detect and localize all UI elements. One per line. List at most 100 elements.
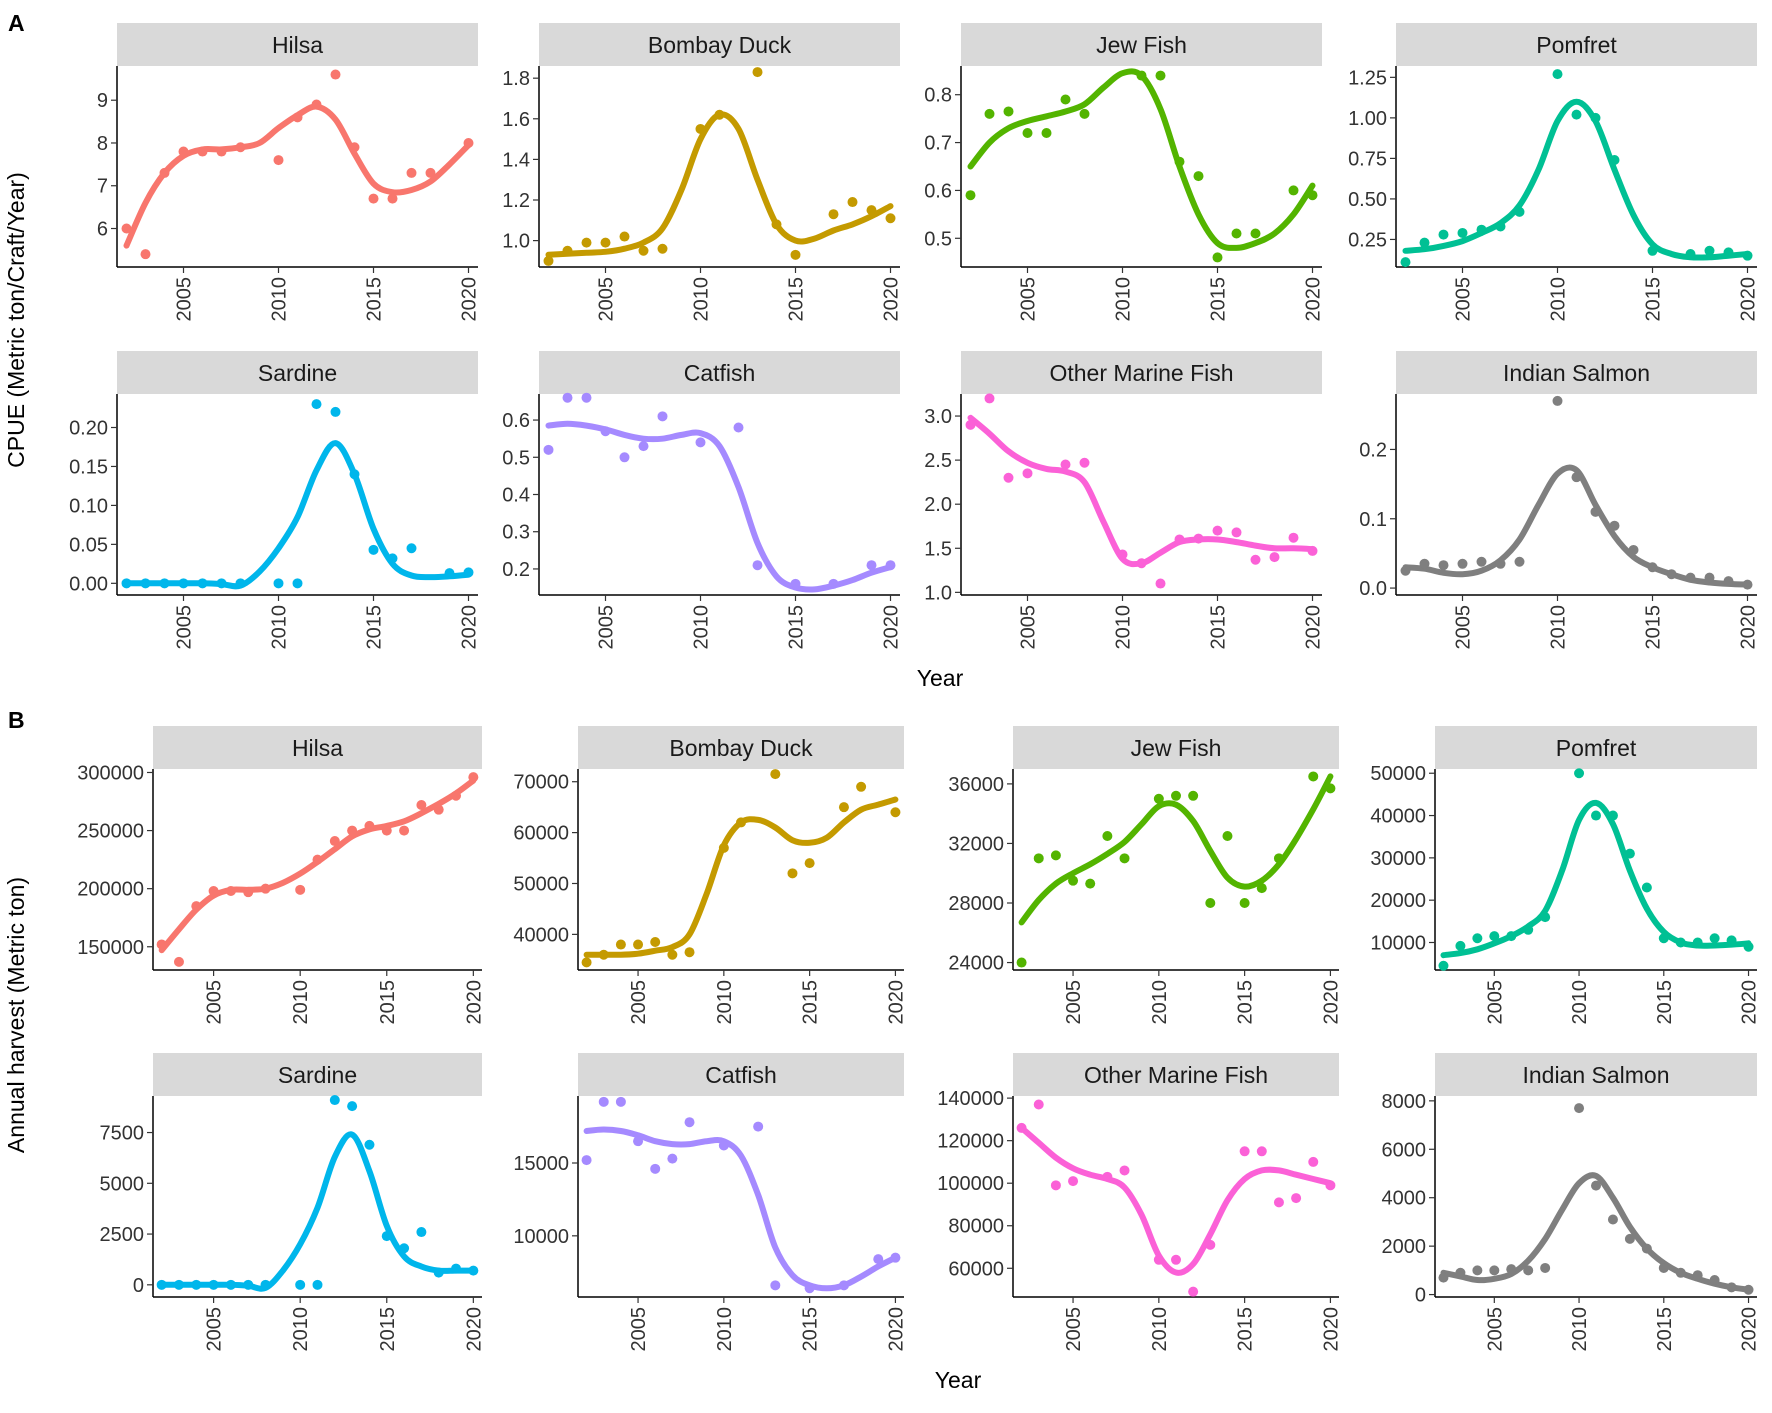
panel-b-jew-fish-data-point — [1273, 853, 1284, 864]
panel-a-jew-fish-data-point — [1231, 228, 1242, 239]
panel-b-bombay-duck-strip — [578, 726, 904, 769]
panel-b-hilsa-x-tick-label: 2015 — [377, 980, 399, 1025]
panel-b-sardine-x-tick-label: 2010 — [290, 1307, 312, 1352]
panel-a-jew-fish-data-point — [1174, 156, 1185, 167]
panel-a-bombay-duck-data-point — [695, 123, 706, 134]
panel-b-other-marine-fish-data-point — [1119, 1165, 1130, 1176]
panel-b-jew-fish-x-tick-label: 2020 — [1320, 980, 1342, 1025]
panel-b-sardine-data-point — [208, 1279, 219, 1290]
panel-b-pomfret-facet: Pomfret 10000 20000 30000 40000 50000 2005 2010… — [1370, 726, 1761, 1025]
panel-b-hilsa-y-tick-label: 300000 — [77, 762, 144, 784]
panel-b-pomfret-data-point — [1455, 940, 1466, 951]
panel-b-sardine-trend-line — [158, 1131, 477, 1292]
panel-b-indian-salmon-x-tick-label: 2015 — [1654, 1307, 1676, 1352]
panel-b-sardine-data-point — [433, 1267, 444, 1278]
panel-b-sardine-y-tick-label: 2500 — [100, 1224, 145, 1246]
panel-b-catfish-strip — [578, 1053, 904, 1096]
panel-b-sardine-data-point — [156, 1279, 167, 1290]
panel-a-pomfret-y-tick-label: 1.00 — [1348, 108, 1387, 130]
panel-b-jew-fish-data-point — [1325, 783, 1336, 794]
panel-a-hilsa-data-point — [197, 146, 208, 157]
panel-b-catfish-data-point — [753, 1121, 764, 1132]
panel-b-indian-salmon-data-point — [1607, 1214, 1618, 1225]
panel-b-other-marine-fish-data-point — [1256, 1146, 1267, 1157]
panel-a-sardine-data-point — [444, 568, 455, 579]
panel-a-sardine-x-tick-label: 2015 — [364, 605, 386, 650]
panel-a-bombay-duck-data-point — [771, 219, 782, 230]
panel-a-sardine-data-point — [406, 543, 417, 554]
panel-b-hilsa-x-tick-label: 2010 — [290, 980, 312, 1025]
panel-a-other-marine-fish-facet: Other Marine Fish 1.0 1.5 2.0 2.5 3.0 2005 2010… — [924, 351, 1325, 650]
panel-a-indian-salmon-data-point — [1647, 562, 1658, 573]
panel-a-pomfret-facet: Pomfret 0.25 0.50 0.75 1.00 1.25 2005 2010 2015 2… — [1348, 23, 1760, 322]
panel-b-bombay-duck-data-point — [684, 947, 695, 958]
panel-b-pomfret-data-point — [1523, 924, 1534, 935]
panel-b-sardine-data-point — [451, 1263, 462, 1274]
panel-a-sardine-strip-title: Sardine — [258, 360, 337, 386]
panel-a-jew-fish-y-tick-label: 0.6 — [924, 180, 952, 202]
panel-a-jew-fish-strip-title: Jew Fish — [1096, 32, 1187, 58]
panel-a-catfish-data-point — [828, 578, 839, 589]
panel-b-catfish-data-point — [770, 1280, 781, 1291]
panel-a-other-marine-fish-data-point — [1250, 554, 1261, 565]
panel-a-other-marine-fish-data-point — [1288, 532, 1299, 543]
panel-a-hilsa-strip — [117, 23, 478, 66]
panel-b-other-marine-fish-y-tick-label: 60000 — [948, 1258, 1004, 1280]
panel-a-indian-salmon-y-tick-label: 0.0 — [1359, 578, 1387, 600]
panel-b-catfish-data-point — [684, 1117, 695, 1128]
panel-a-other-marine-fish-data-point — [1269, 552, 1280, 563]
panel-b-jew-fish-y-tick-label: 36000 — [948, 774, 1004, 796]
panel-a-other-marine-fish-data-point — [1212, 525, 1223, 536]
panel-b-bombay-duck-y-tick-label: 50000 — [513, 873, 569, 895]
panel-a-indian-salmon-data-point — [1742, 579, 1753, 590]
panel-a-jew-fish-data-point — [1136, 70, 1147, 81]
panel-b-hilsa-strip — [153, 726, 482, 769]
panel-b-pomfret-x-tick-label: 2005 — [1484, 980, 1506, 1025]
panel-b-hilsa-data-point — [225, 885, 236, 896]
panel-a-other-marine-fish-strip — [961, 351, 1322, 394]
panel-b-indian-salmon-strip — [1435, 1053, 1757, 1096]
panel-a-jew-fish-y-tick-label: 0.7 — [924, 133, 952, 155]
panel-a-indian-salmon-strip — [1396, 351, 1757, 394]
panel-b-bombay-duck-data-point — [787, 868, 798, 879]
panel-b-hilsa-x-tick-label: 2020 — [463, 980, 485, 1025]
panel-b-jew-fish-data-point — [1033, 853, 1044, 864]
panel-b-jew-fish-y-tick-label: 24000 — [948, 953, 1004, 975]
panel-b-indian-salmon-data-point — [1675, 1267, 1686, 1278]
panel-a-jew-fish-data-point — [1288, 185, 1299, 196]
panel-a-indian-salmon-data-point — [1590, 506, 1601, 517]
panel-a-jew-fish-data-point — [1250, 228, 1261, 239]
panel-b-jew-fish-data-point — [1239, 898, 1250, 908]
panel-b-jew-fish-x-tick-label: 2010 — [1149, 980, 1171, 1025]
panel-label-b: B — [8, 707, 25, 733]
panel-b-indian-salmon-data-point — [1574, 1103, 1585, 1114]
panel-b-catfish-data-point — [890, 1252, 901, 1263]
panel-b-pomfret-data-point — [1726, 935, 1737, 946]
panel-b-hilsa-data-point — [329, 836, 340, 847]
panel-b-bombay-duck-data-point — [598, 949, 609, 960]
panel-b-pomfret-data-point — [1472, 933, 1483, 944]
panel-a-sardine-data-point — [159, 578, 170, 589]
panel-b-other-marine-fish-x-tick-label: 2015 — [1235, 1307, 1257, 1352]
panel-b-hilsa-strip-title: Hilsa — [292, 735, 343, 761]
panel-b-jew-fish-strip — [1013, 726, 1339, 769]
panel-a-pomfret-y-tick-label: 0.50 — [1348, 189, 1387, 211]
panel-a-catfish-data-point — [790, 578, 801, 589]
panel-a-sardine-data-point — [235, 578, 246, 589]
panel-b-indian-salmon-x-tick-label: 2020 — [1739, 1307, 1761, 1352]
panel-a-sardine-data-point — [216, 578, 227, 589]
panel-b-sardine-y-tick-label: 7500 — [100, 1123, 145, 1145]
panel-a-catfish-y-tick-label: 0.3 — [502, 522, 530, 544]
panel-b-hilsa-data-point — [260, 883, 271, 894]
panel-a-jew-fish-strip — [961, 23, 1322, 66]
panel-b-catfish-x-tick-label: 2020 — [885, 1307, 907, 1352]
panel-a-indian-salmon-data-point — [1495, 558, 1506, 569]
panel-a-catfish-data-point — [733, 422, 744, 433]
panel-a-hilsa-data-point — [178, 146, 189, 157]
panel-b-other-marine-fish-data-point — [1068, 1176, 1079, 1187]
panel-a-other-marine-fish-data-point — [1117, 549, 1128, 560]
panel-a-bombay-duck-x-tick-label: 2020 — [881, 277, 903, 322]
panel-a-indian-salmon-data-point — [1723, 576, 1734, 587]
panel-b-pomfret-data-point — [1489, 931, 1500, 942]
panel-a-bombay-duck-y-tick-label: 1.2 — [502, 190, 530, 212]
